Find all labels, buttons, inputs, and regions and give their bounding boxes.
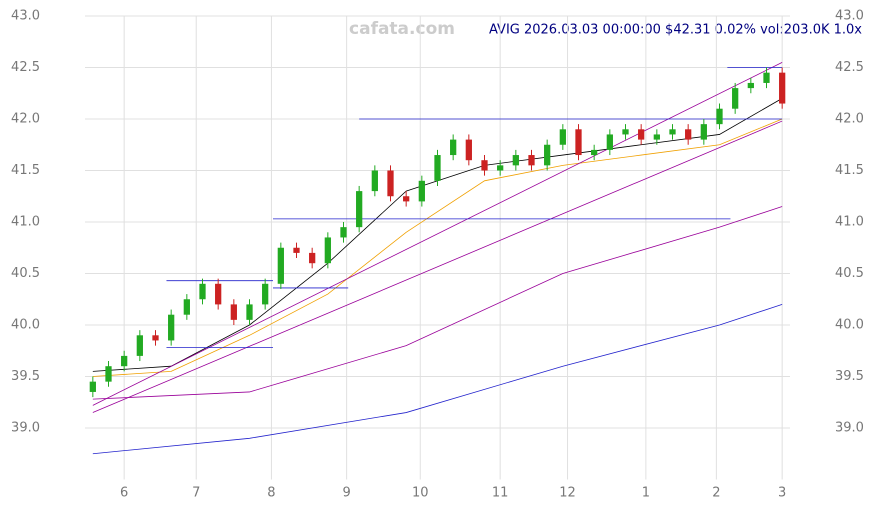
candle-body bbox=[215, 283, 222, 305]
candle-body bbox=[653, 134, 660, 140]
candle-body bbox=[136, 335, 143, 356]
x-tick-label: 8 bbox=[267, 486, 275, 501]
candle-body bbox=[324, 237, 331, 264]
x-tick-label: 9 bbox=[342, 486, 350, 501]
candle-body bbox=[465, 139, 472, 161]
y-tick-label-right: 43.0 bbox=[835, 9, 864, 24]
candle-body bbox=[277, 247, 284, 284]
price-annotation: AVIG 2026.03.03 00:00:00 $42.31 0.02% vo… bbox=[489, 23, 862, 38]
candle-body bbox=[262, 283, 269, 305]
candle-body bbox=[606, 134, 613, 150]
candle-body bbox=[512, 155, 519, 166]
overlay-line bbox=[92, 98, 783, 372]
candle-body bbox=[168, 314, 175, 341]
y-tick-label: 42.5 bbox=[11, 60, 40, 75]
overlay-line bbox=[92, 118, 783, 377]
candle-body bbox=[89, 381, 96, 392]
candle-body bbox=[230, 304, 237, 320]
y-tick-label: 42.0 bbox=[11, 112, 40, 127]
candle-body bbox=[371, 170, 378, 192]
y-tick-label: 43.0 bbox=[11, 9, 40, 24]
candle-body bbox=[293, 247, 300, 253]
watermark: cafata.com bbox=[349, 19, 455, 39]
candle-body bbox=[638, 129, 645, 140]
y-tick-label-right: 41.5 bbox=[835, 163, 864, 178]
candle-body bbox=[418, 180, 425, 202]
candle-body bbox=[450, 139, 457, 156]
candle-body bbox=[747, 82, 754, 89]
overlay-line bbox=[92, 304, 783, 455]
candle-body bbox=[152, 335, 159, 341]
y-tick-label-right: 40.0 bbox=[835, 318, 864, 333]
overlay-line bbox=[92, 206, 783, 400]
y-tick-label-right: 42.5 bbox=[835, 60, 864, 75]
candle-body bbox=[434, 155, 441, 181]
y-tick-label-right: 39.5 bbox=[835, 369, 864, 384]
x-tick-label: 7 bbox=[192, 486, 200, 501]
candle-body bbox=[779, 72, 786, 104]
candle-body bbox=[575, 129, 582, 156]
candle-body bbox=[591, 149, 598, 156]
candle-body bbox=[387, 170, 394, 197]
y-tick-label: 40.0 bbox=[11, 318, 40, 333]
overlay-line bbox=[92, 120, 783, 413]
y-tick-label-right: 39.0 bbox=[835, 421, 864, 436]
candle-body bbox=[340, 227, 347, 238]
overlay-line bbox=[92, 61, 783, 406]
candle-body bbox=[528, 155, 535, 166]
y-tick-label: 39.5 bbox=[11, 369, 40, 384]
y-tick-label: 40.5 bbox=[11, 266, 40, 281]
y-tick-label: 41.5 bbox=[11, 163, 40, 178]
candle-body bbox=[199, 283, 206, 300]
candle-body bbox=[497, 165, 504, 171]
candle-body bbox=[622, 129, 629, 135]
candle-body bbox=[763, 72, 770, 83]
x-tick-label: 12 bbox=[559, 486, 576, 501]
candle-body bbox=[356, 191, 363, 228]
y-tick-label: 39.0 bbox=[11, 421, 40, 436]
x-tick-label: 2 bbox=[712, 486, 720, 501]
y-tick-label-right: 42.0 bbox=[835, 112, 864, 127]
candle-body bbox=[700, 124, 707, 140]
candle-body bbox=[481, 160, 488, 171]
candle-body bbox=[309, 252, 316, 264]
candle-body bbox=[105, 366, 112, 382]
candle-body bbox=[246, 304, 253, 320]
x-tick-label: 11 bbox=[492, 486, 509, 501]
x-tick-label: 6 bbox=[120, 486, 128, 501]
candle-body bbox=[559, 129, 566, 145]
y-tick-label-right: 40.5 bbox=[835, 266, 864, 281]
candle-body bbox=[732, 88, 739, 109]
y-tick-label: 41.0 bbox=[11, 215, 40, 230]
x-tick-label: 10 bbox=[412, 486, 429, 501]
candle-body bbox=[544, 144, 551, 166]
x-tick-label: 3 bbox=[778, 486, 786, 501]
candle-body bbox=[183, 299, 190, 315]
candle-body bbox=[685, 129, 692, 140]
candle-body bbox=[669, 129, 676, 135]
candle-body bbox=[403, 196, 410, 202]
candle-body bbox=[716, 108, 723, 125]
x-tick-label: 1 bbox=[642, 486, 650, 501]
candle-body bbox=[121, 355, 128, 367]
y-tick-label-right: 41.0 bbox=[835, 215, 864, 230]
